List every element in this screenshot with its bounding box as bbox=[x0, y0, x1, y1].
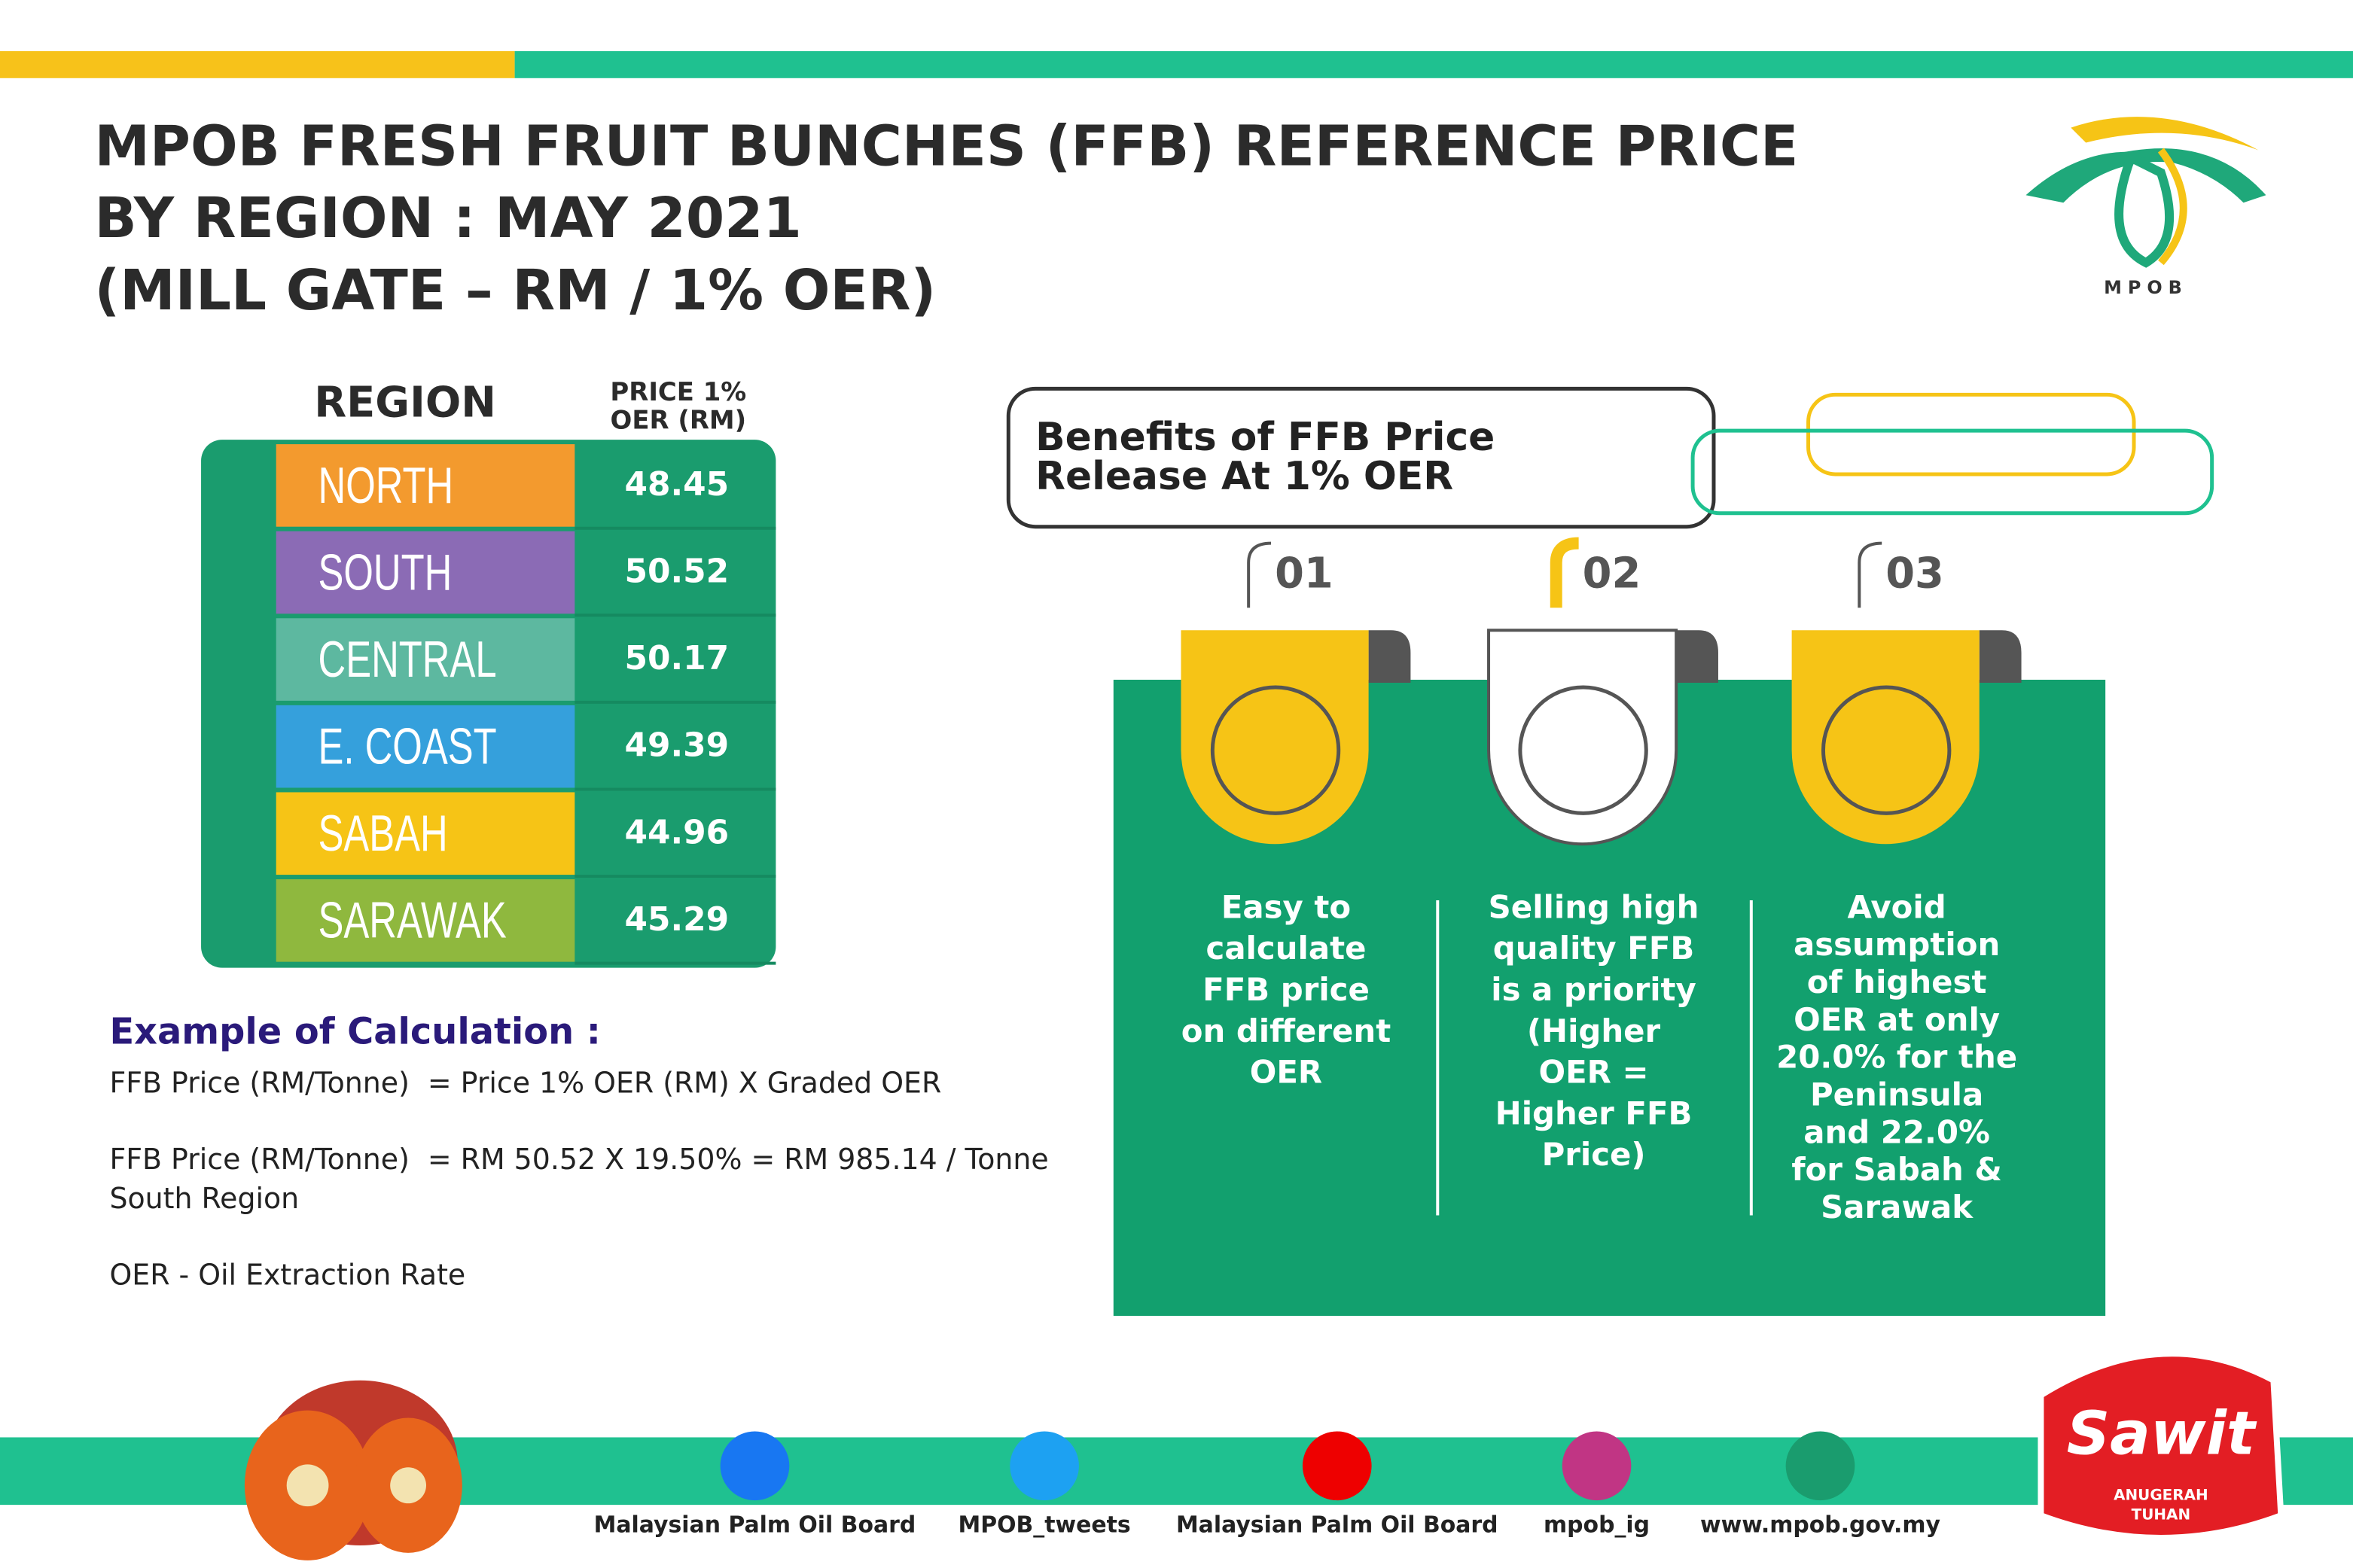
social-icon bbox=[1785, 1431, 1855, 1501]
item-text: Sarawak bbox=[1821, 1189, 1974, 1225]
item-number: 02 bbox=[1583, 550, 1641, 598]
calc-line: South Region bbox=[109, 1182, 299, 1215]
palm-fruit bbox=[244, 1380, 462, 1560]
benefits-title: Release At 1% OER bbox=[1035, 454, 1453, 499]
price-header: OER (RM) bbox=[611, 406, 747, 435]
item-text: Avoid bbox=[1848, 888, 1946, 925]
item-text: on different bbox=[1181, 1012, 1391, 1049]
badge-text: TUHAN bbox=[2132, 1506, 2190, 1524]
item-text: (Higher bbox=[1527, 1012, 1661, 1049]
benefits-box bbox=[1006, 386, 1716, 529]
icon bbox=[1210, 685, 1341, 815]
arrow bbox=[1550, 537, 1580, 608]
title-line: MPOB FRESH FRUIT BUNCHES (FFB) REFERENCE… bbox=[95, 114, 1799, 178]
top-bar-yellow bbox=[0, 50, 515, 78]
item-text: OER at only bbox=[1794, 1001, 2000, 1038]
tab-corner bbox=[1368, 630, 1411, 683]
logo bbox=[2025, 117, 2266, 268]
region-price: 48.45 bbox=[625, 465, 730, 504]
item-text: calculate bbox=[1206, 930, 1367, 967]
region-price: 44.96 bbox=[625, 813, 730, 851]
calc-title: Example of Calculation : bbox=[109, 1011, 600, 1052]
calc-line: FFB Price (RM/Tonne) = Price 1% OER (RM)… bbox=[109, 1067, 941, 1100]
item-text: quality FFB bbox=[1493, 930, 1695, 967]
item-text: FFB price bbox=[1202, 971, 1370, 1008]
sawit-badge bbox=[2038, 1350, 2284, 1541]
tab-corner bbox=[1979, 630, 2022, 683]
social-label[interactable]: Malaysian Palm Oil Board bbox=[1176, 1512, 1498, 1539]
title-line: (MILL GATE – RM / 1% OER) bbox=[95, 259, 937, 323]
item-text: 20.0% for the bbox=[1776, 1039, 2017, 1076]
logo-drop bbox=[2114, 151, 2174, 268]
badge-shape bbox=[2038, 1350, 2284, 1541]
item-text: for Sabah & bbox=[1791, 1151, 2002, 1188]
logo-text: MPOB bbox=[2104, 277, 2188, 298]
region-name: SOUTH bbox=[319, 543, 453, 601]
logo-leaf bbox=[2071, 117, 2259, 151]
region-name: E. COAST bbox=[319, 717, 497, 775]
item-number: 03 bbox=[1885, 550, 1944, 598]
title-line: BY REGION : MAY 2021 bbox=[95, 187, 802, 251]
region-price: 50.17 bbox=[625, 639, 730, 677]
social-label[interactable]: Malaysian Palm Oil Board bbox=[594, 1512, 916, 1539]
social-label[interactable]: mpob_ig bbox=[1544, 1512, 1650, 1539]
social-label[interactable]: www.mpob.gov.my bbox=[1700, 1512, 1940, 1539]
region-band bbox=[276, 618, 575, 701]
item-text: and 22.0% bbox=[1803, 1113, 1990, 1150]
social-icon bbox=[1302, 1431, 1372, 1501]
item-text: Selling high bbox=[1489, 888, 1699, 925]
region-band bbox=[276, 705, 575, 788]
arrow bbox=[1858, 541, 1882, 608]
fruit-core bbox=[390, 1467, 427, 1504]
item-text: is a priority bbox=[1491, 971, 1696, 1008]
region-band bbox=[276, 792, 575, 875]
decor-box bbox=[1806, 392, 2136, 476]
item-text: OER = bbox=[1539, 1054, 1649, 1091]
badge-text: Sawit bbox=[2067, 1398, 2257, 1468]
region-price: 49.39 bbox=[625, 726, 730, 765]
region-name: CENTRAL bbox=[319, 631, 497, 688]
logo-leaf bbox=[2101, 148, 2266, 203]
top-bar-green bbox=[514, 50, 2353, 78]
decor-box bbox=[1690, 428, 2214, 516]
item-text: OER bbox=[1250, 1054, 1322, 1091]
icon bbox=[1518, 685, 1648, 815]
region-header: REGION bbox=[314, 378, 496, 427]
arrow bbox=[1247, 541, 1272, 608]
region-price: 50.52 bbox=[625, 552, 730, 590]
item-text: Peninsula bbox=[1810, 1076, 1983, 1113]
item-text: assumption bbox=[1794, 926, 2000, 963]
region-band bbox=[276, 444, 575, 527]
logo-swoosh bbox=[2157, 148, 2187, 266]
social-icon bbox=[1010, 1431, 1079, 1501]
item-text: Easy to bbox=[1221, 888, 1351, 925]
tab-corner bbox=[1676, 630, 1718, 683]
badge-text: ANUGERAH bbox=[2114, 1487, 2208, 1504]
icon bbox=[1821, 685, 1952, 815]
item-text: of highest bbox=[1807, 964, 1987, 1000]
price-header: PRICE 1% bbox=[610, 377, 746, 406]
region-name: SARAWAK bbox=[319, 892, 507, 949]
region-name: SABAH bbox=[319, 805, 448, 862]
fruit-core bbox=[286, 1464, 329, 1507]
region-band bbox=[276, 879, 575, 962]
benefits-title: Benefits of FFB Price bbox=[1035, 415, 1495, 460]
region-price: 45.29 bbox=[625, 900, 730, 939]
item-number: 01 bbox=[1275, 550, 1333, 598]
logo-leaf bbox=[2025, 151, 2191, 203]
social-label[interactable]: MPOB_tweets bbox=[959, 1512, 1131, 1539]
social-icon bbox=[1562, 1431, 1632, 1501]
calc-line: FFB Price (RM/Tonne) = RM 50.52 X 19.50%… bbox=[109, 1143, 1048, 1176]
calc-line: OER - Oil Extraction Rate bbox=[109, 1259, 465, 1292]
item-text: Higher FFB bbox=[1495, 1095, 1693, 1131]
region-band bbox=[276, 531, 575, 614]
region-name: NORTH bbox=[319, 457, 454, 514]
social-icon bbox=[720, 1431, 790, 1501]
item-text: Price) bbox=[1542, 1136, 1646, 1173]
